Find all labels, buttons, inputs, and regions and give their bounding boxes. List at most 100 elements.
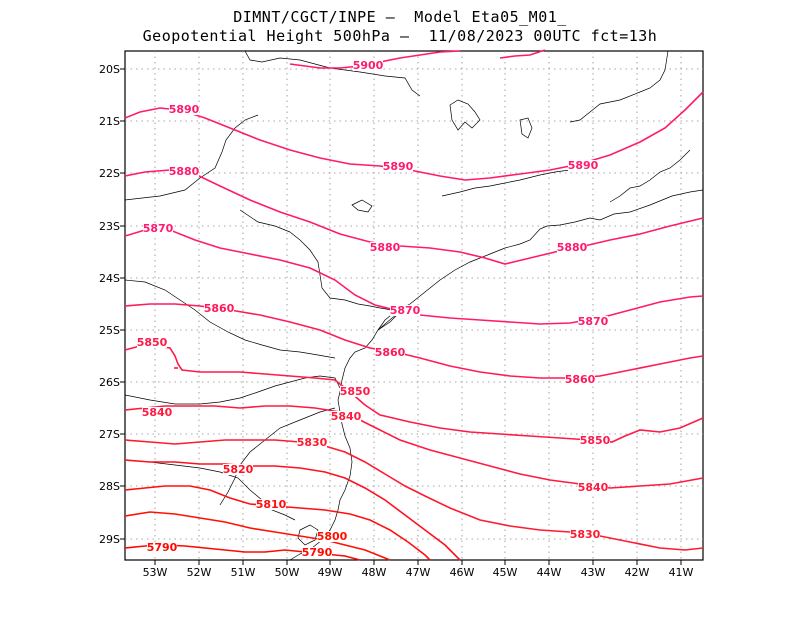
contour-label-bg bbox=[169, 104, 199, 115]
contour-label-5820: 5820 bbox=[223, 463, 254, 476]
contour-5880 bbox=[124, 169, 704, 265]
lon-label: 42W bbox=[625, 566, 650, 579]
contour-label-5840: 5840 bbox=[578, 481, 609, 494]
contour-label-bg bbox=[169, 166, 199, 177]
lon-label: 53W bbox=[143, 566, 168, 579]
contour-label-bg bbox=[565, 374, 595, 385]
contour-label-5810: 5810 bbox=[256, 498, 287, 511]
contour-label-bg bbox=[557, 242, 587, 253]
contour-label-5880: 5880 bbox=[370, 241, 401, 254]
contour-label-bg bbox=[256, 499, 286, 510]
lat-label: 24S bbox=[99, 272, 120, 285]
contour-5900-east bbox=[499, 49, 546, 59]
contour-label-5830: 5830 bbox=[297, 436, 328, 449]
contour-label-5800: 5800 bbox=[317, 530, 348, 543]
contour-label-5790: 5790 bbox=[147, 541, 178, 554]
border-ms bbox=[124, 114, 259, 201]
contour-label-bg bbox=[370, 242, 400, 253]
contour-label-5850: 5850 bbox=[580, 434, 611, 447]
contour-label-5850: 5850 bbox=[340, 385, 371, 398]
contour-label-bg bbox=[580, 435, 610, 446]
contour-label-5790: 5790 bbox=[302, 546, 333, 559]
contour-5810 bbox=[124, 485, 431, 561]
contour-5800 bbox=[124, 511, 391, 561]
contour-label-5880: 5880 bbox=[557, 241, 588, 254]
reservoirs-1 bbox=[449, 99, 481, 131]
contour-5850 bbox=[124, 345, 704, 443]
border-argentina bbox=[124, 375, 341, 405]
contour-label-5840: 5840 bbox=[331, 410, 362, 423]
lat-label: 25S bbox=[99, 324, 120, 337]
border-east-2 bbox=[609, 149, 691, 203]
contour-label-bg bbox=[147, 542, 177, 553]
contour-5890 bbox=[124, 91, 704, 181]
contour-label-bg bbox=[375, 347, 405, 358]
map-title-line2: Geopotential Height 500hPa – 11/08/2023 … bbox=[142, 27, 658, 45]
border-parana-river bbox=[239, 209, 291, 233]
latitude-labels: 20S 21S 22S 23S 24S 25S 26S 27S 28S 29S bbox=[99, 63, 120, 546]
longitude-labels: 53W 52W 51W 50W 49W 48W 47W 46W 45W 44W 43W 42W 41W bbox=[143, 566, 694, 579]
contour-label-5900: 5900 bbox=[353, 59, 384, 72]
contour-label-bg bbox=[570, 529, 600, 540]
lon-label: 48W bbox=[362, 566, 387, 579]
lon-label: 43W bbox=[581, 566, 606, 579]
contour-label-bg bbox=[578, 316, 608, 327]
contour-label-bg bbox=[204, 303, 234, 314]
border-sp-pr bbox=[289, 231, 393, 311]
contour-label-bg bbox=[340, 386, 370, 397]
lon-label: 50W bbox=[275, 566, 300, 579]
contour-label-bg bbox=[383, 161, 413, 172]
lon-label: 44W bbox=[537, 566, 562, 579]
lat-label: 26S bbox=[99, 376, 120, 389]
border-minas-bahia bbox=[244, 50, 421, 97]
contour-label-bg bbox=[568, 160, 598, 171]
contour-label-bg bbox=[353, 60, 383, 71]
map-title-line1: DIMNT/CGCT/INPE – Model Eta05_M01_ bbox=[233, 8, 567, 26]
contour-label-5890: 5890 bbox=[383, 160, 414, 173]
contour-5840 bbox=[124, 405, 704, 489]
lat-label: 22S bbox=[99, 167, 120, 180]
border-paraguay bbox=[124, 279, 336, 359]
border-uruguay bbox=[124, 459, 296, 521]
contour-5820 bbox=[124, 459, 461, 561]
contour-label-bg bbox=[302, 547, 332, 558]
lon-label: 47W bbox=[406, 566, 431, 579]
lon-label: 51W bbox=[231, 566, 256, 579]
coastline-borders bbox=[124, 50, 704, 561]
contour-label-5860: 5860 bbox=[204, 302, 235, 315]
contour-label-bg bbox=[142, 407, 172, 418]
axis-ticks bbox=[120, 68, 682, 565]
lat-label: 21S bbox=[99, 115, 120, 128]
border-east bbox=[569, 50, 669, 123]
contour-label-5830: 5830 bbox=[570, 528, 601, 541]
contour-label-5840: 5840 bbox=[142, 406, 173, 419]
lake-1 bbox=[297, 524, 319, 546]
contour-label-bg bbox=[143, 223, 173, 234]
contour-label-5890: 5890 bbox=[169, 103, 200, 116]
contour-label-5850: 5850 bbox=[137, 336, 168, 349]
contour-label-5870: 5870 bbox=[143, 222, 174, 235]
lon-label: 41W bbox=[669, 566, 694, 579]
lat-label: 28S bbox=[99, 480, 120, 493]
lat-label: 20S bbox=[99, 63, 120, 76]
contour-label-bg bbox=[137, 337, 167, 348]
lon-label: 45W bbox=[493, 566, 518, 579]
lon-label: 46W bbox=[450, 566, 475, 579]
lat-label: 29S bbox=[99, 533, 120, 546]
contour-label-5890: 5890 bbox=[568, 159, 599, 172]
lat-label: 23S bbox=[99, 220, 120, 233]
contour-label-bg bbox=[331, 411, 361, 422]
lat-lon-grid bbox=[125, 51, 703, 560]
contour-label-bg bbox=[297, 437, 327, 448]
contour-label-bg bbox=[317, 531, 347, 542]
contour-label-bg bbox=[223, 464, 253, 475]
contour-label-bg bbox=[390, 305, 420, 316]
contour-label-5870: 5870 bbox=[578, 315, 609, 328]
border-sc-rs bbox=[219, 407, 336, 506]
contour-label-5880: 5880 bbox=[169, 165, 200, 178]
contour-label-5870: 5870 bbox=[390, 304, 421, 317]
lon-label: 52W bbox=[187, 566, 212, 579]
lon-label: 49W bbox=[318, 566, 343, 579]
border-sp-mg bbox=[441, 169, 571, 197]
